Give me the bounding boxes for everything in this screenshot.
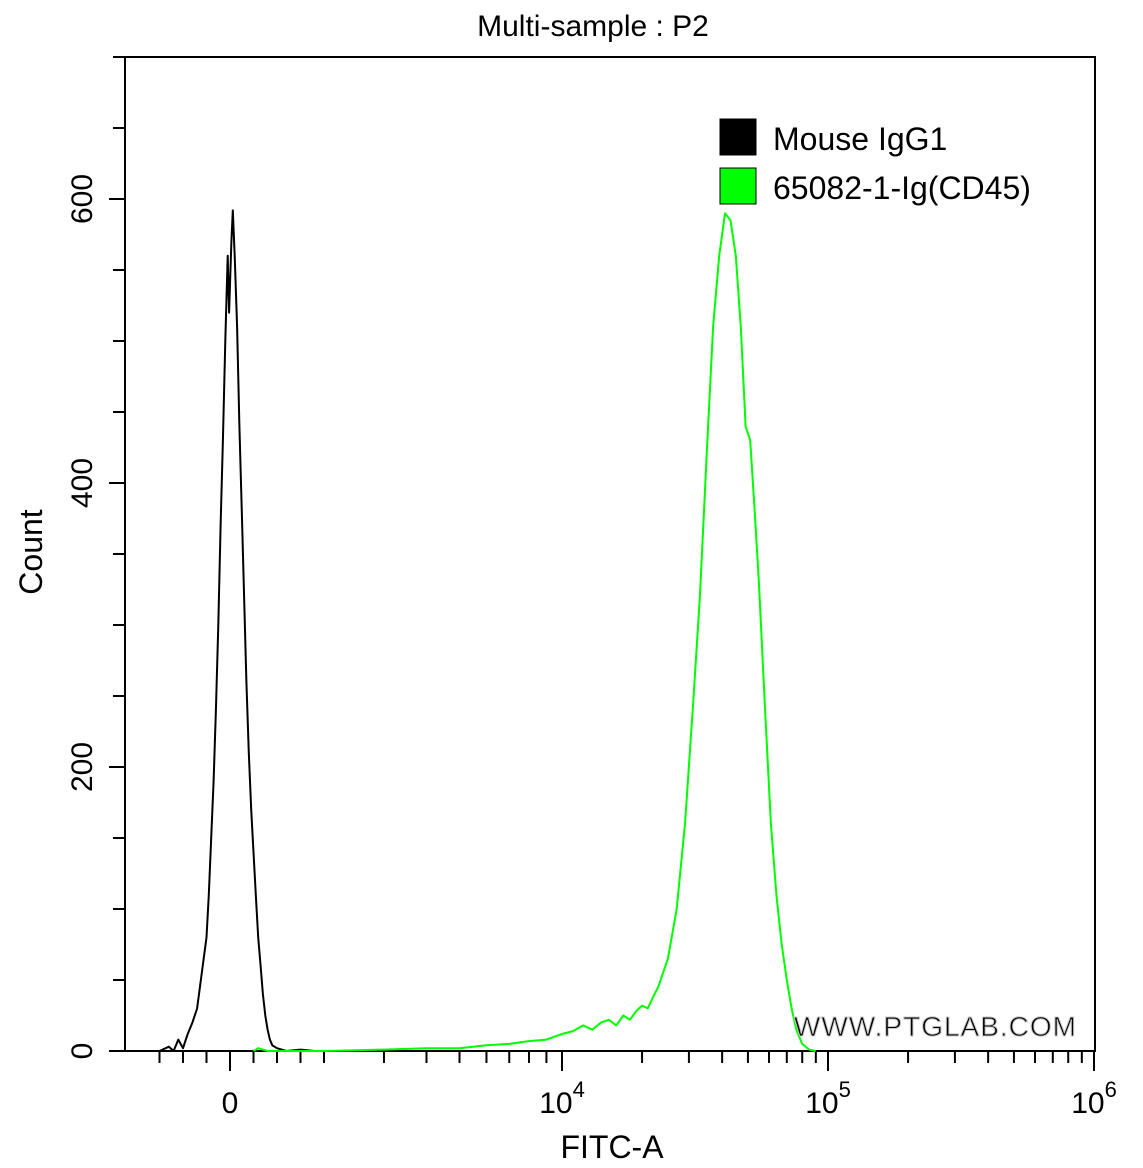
legend-swatch bbox=[719, 118, 757, 156]
legend-label: 65082-1-Ig(CD45) bbox=[773, 170, 1031, 206]
series-line-0 bbox=[159, 209, 324, 1052]
watermark: WWW.PTGLAB.COM bbox=[794, 1011, 1077, 1042]
series-layer bbox=[159, 209, 817, 1052]
y-tick-label: 200 bbox=[66, 742, 99, 792]
y-tick-label: 600 bbox=[66, 174, 99, 224]
x-axis: 0 104 105 106 bbox=[158, 1051, 1117, 1120]
legend-swatch bbox=[719, 167, 757, 205]
y-tick-label: 0 bbox=[66, 1043, 99, 1060]
y-tick-label: 400 bbox=[66, 458, 99, 508]
x-tick-label: 106 bbox=[1071, 1077, 1117, 1120]
y-axis-label: Count bbox=[13, 509, 49, 595]
legend: Mouse IgG1 65082-1-Ig(CD45) bbox=[719, 118, 1031, 206]
legend-label: Mouse IgG1 bbox=[773, 121, 947, 157]
series-line-1 bbox=[252, 212, 817, 1052]
x-tick-label: 104 bbox=[539, 1077, 585, 1120]
x-tick-label: 105 bbox=[805, 1077, 851, 1120]
plot-frame bbox=[124, 56, 1096, 1052]
x-tick-label: 0 bbox=[222, 1087, 239, 1120]
chart-title: Multi-sample : P2 bbox=[477, 10, 709, 43]
x-axis-label: FITC-A bbox=[560, 1129, 664, 1165]
y-axis: 0 200 400 600 bbox=[66, 56, 125, 1060]
